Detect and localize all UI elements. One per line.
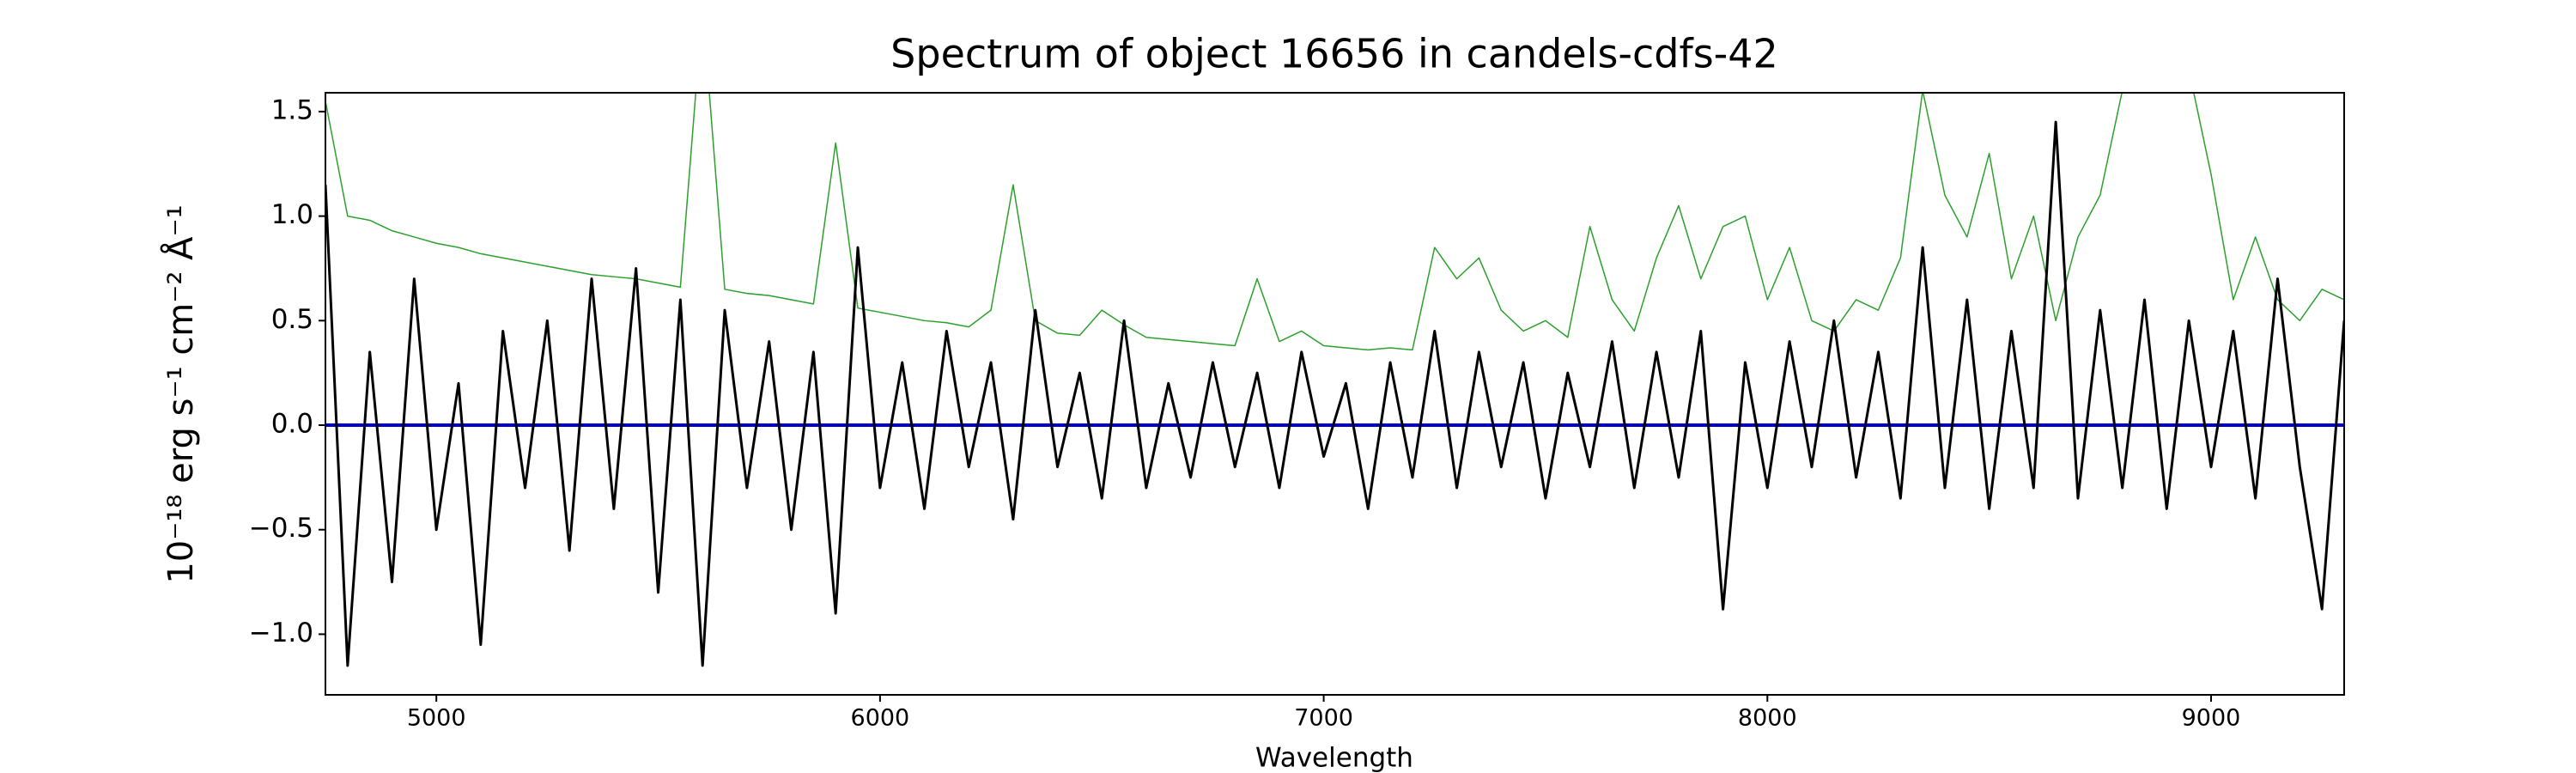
y-tick-label: −0.5 bbox=[249, 513, 313, 544]
chart-title: Spectrum of object 16656 in candels-cdfs… bbox=[890, 31, 1778, 77]
x-axis-label: Wavelength bbox=[1255, 743, 1413, 773]
x-tick-label: 9000 bbox=[2182, 705, 2241, 732]
series-line bbox=[325, 93, 2344, 351]
y-tick-label: 1.0 bbox=[271, 199, 313, 230]
series-line bbox=[325, 120, 2344, 667]
y-tick-label: −1.0 bbox=[249, 618, 313, 648]
x-tick-label: 6000 bbox=[851, 705, 910, 732]
axes-frame bbox=[325, 92, 2345, 696]
x-tick-label: 8000 bbox=[1738, 705, 1797, 732]
x-tick-label: 5000 bbox=[407, 705, 466, 732]
y-tick-label: 0.5 bbox=[271, 304, 313, 335]
plot-area bbox=[325, 93, 2344, 667]
y-tick-label: 1.5 bbox=[271, 94, 313, 125]
y-axis-label: 10⁻¹⁸ erg s⁻¹ cm⁻² Å⁻¹ bbox=[160, 204, 201, 583]
x-tick-label: 7000 bbox=[1294, 705, 1353, 732]
y-tick-label: 0.0 bbox=[271, 409, 313, 440]
